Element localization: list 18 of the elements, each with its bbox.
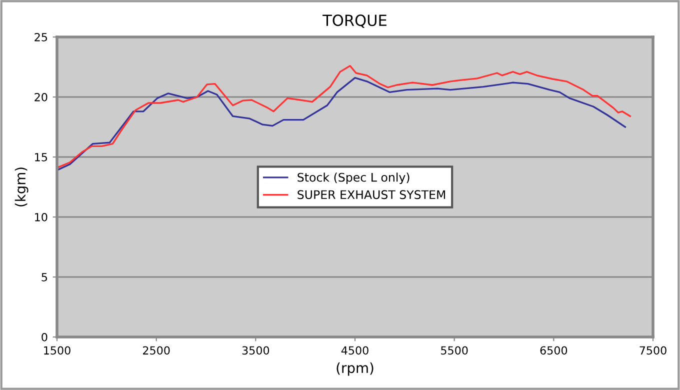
y-tick-label: 15: [35, 153, 47, 162]
x-tick-label: 1500: [44, 346, 70, 355]
y-tick-label: 10: [35, 212, 48, 222]
legend-label: SUPER EXHAUST SYSTEM: [298, 190, 446, 200]
y-tick-label: 25: [34, 32, 47, 42]
y-tick-label: 0: [42, 332, 48, 342]
y-tick-label: 5: [42, 273, 47, 282]
x-tick-label: 4500: [341, 346, 368, 355]
x-tick-label: 2500: [143, 346, 170, 355]
legend-label: Stock (Spec L only): [298, 172, 410, 184]
x-tick-label: 7500: [640, 346, 666, 355]
y-tick-label: 20: [34, 92, 48, 102]
y-axis-title: (kgm): [14, 168, 28, 206]
x-tick-label: 6500: [540, 346, 568, 355]
x-tick-label: 3500: [242, 346, 270, 355]
x-axis-title: (rpm): [336, 362, 374, 376]
chart-title: TORQUE: [322, 14, 386, 28]
x-tick-label: 5500: [441, 346, 468, 355]
